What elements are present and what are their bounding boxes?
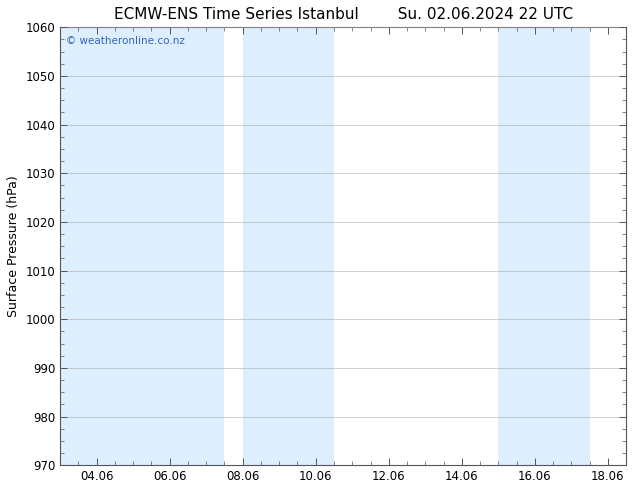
Y-axis label: Surface Pressure (hPa): Surface Pressure (hPa) <box>7 175 20 317</box>
Bar <box>60 27 224 465</box>
Bar <box>243 27 334 465</box>
Bar <box>498 27 590 465</box>
Title: ECMW-ENS Time Series Istanbul        Su. 02.06.2024 22 UTC: ECMW-ENS Time Series Istanbul Su. 02.06.… <box>113 7 573 22</box>
Text: © weatheronline.co.nz: © weatheronline.co.nz <box>66 36 184 46</box>
